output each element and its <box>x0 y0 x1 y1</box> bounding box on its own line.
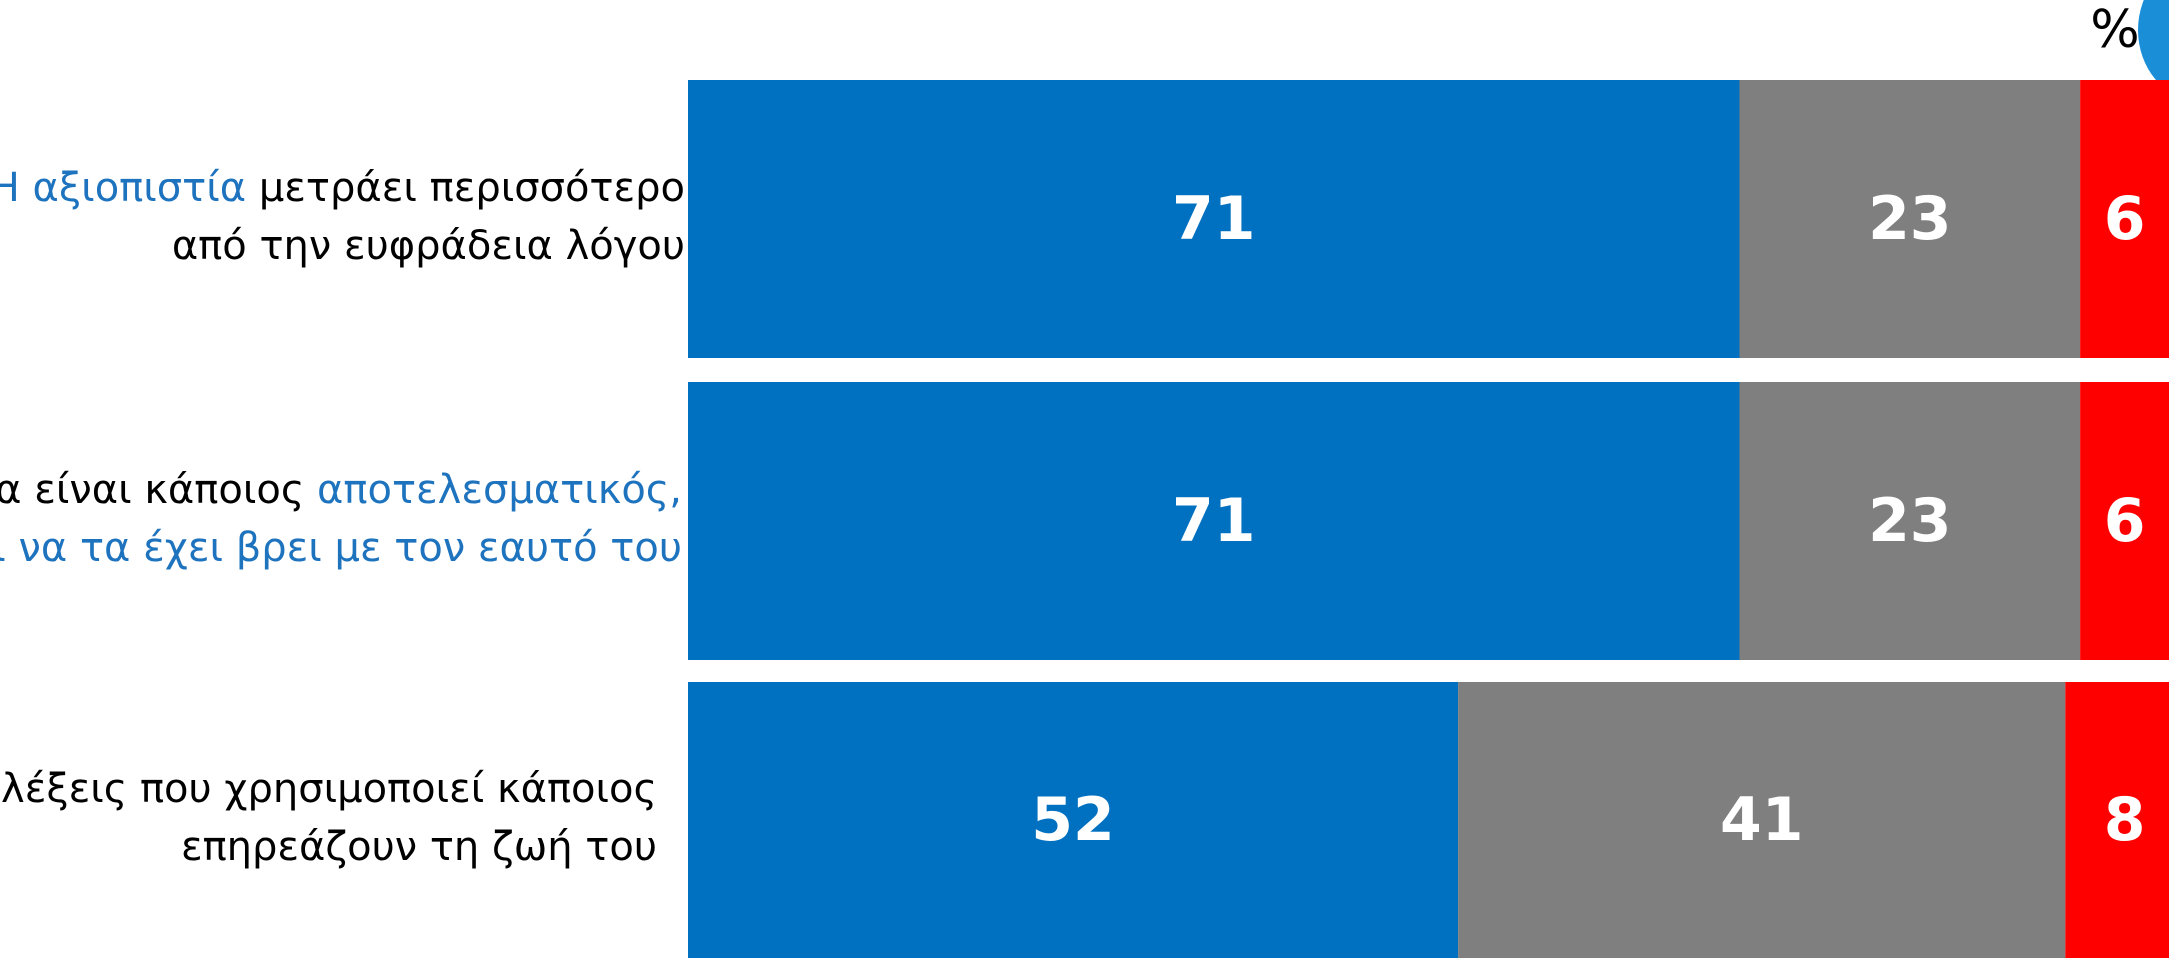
row-label-1-line-1: Η αξιοπιστία μετράει περισσότερο <box>0 159 685 217</box>
data-label-row1-series3: 6 <box>2104 184 2146 254</box>
label-segment: αποτελεσματικός, <box>317 467 682 513</box>
row-label-2-line-1: να είναι κάποιος αποτελεσματικός, <box>0 461 682 519</box>
bar-segment-row3-series3 <box>2065 682 2169 958</box>
label-segment: μετράει περισσότερο <box>246 165 685 211</box>
data-label-row2-series2: 23 <box>1868 486 1952 556</box>
label-segment: επηρεάζουν τη ζωή του <box>180 824 657 870</box>
data-label-row2-series3: 6 <box>2104 486 2146 556</box>
data-label-row2-series1: 71 <box>1172 486 1256 556</box>
bar-segment-row2-series3 <box>2080 382 2169 660</box>
label-segment: από την ευφράδεια λόγου <box>171 223 685 269</box>
label-segment: να είναι κάποιος <box>0 467 318 513</box>
data-label-row3-series1: 52 <box>1031 785 1115 855</box>
bar-segment-row1-series2 <box>1739 80 2081 358</box>
label-segment: ι λέξεις που χρησιμοποιεί κάποιος <box>0 766 657 812</box>
bar-segment-row2-series1 <box>688 382 1740 660</box>
bar-segment-row3-series2 <box>1458 682 2066 958</box>
bar-segment-row3-series1 <box>688 682 1459 958</box>
data-label-row1-series1: 71 <box>1172 184 1256 254</box>
data-label-row3-series2: 41 <box>1720 785 1804 855</box>
bar-segment-row1-series1 <box>688 80 1740 358</box>
row-label-1-line-2: από την ευφράδεια λόγου <box>172 217 685 275</box>
data-label-row1-series2: 23 <box>1868 184 1952 254</box>
data-label-row3-series3: 8 <box>2104 785 2146 855</box>
row-label-1: Η αξιοπιστία μετράει περισσότερο από την … <box>0 159 685 359</box>
label-segment: Η αξιοπιστία <box>0 165 247 211</box>
row-label-2-line-2: ει να τα έχει βρει με τον εαυτό του <box>0 519 682 577</box>
row-label-2: να είναι κάποιος αποτελεσματικός, ει να τ… <box>0 461 682 661</box>
row-label-3-line-1: ι λέξεις που χρησιμοποιεί κάποιος <box>0 760 657 818</box>
label-segment: ει να τα έχει βρει με τον εαυτό του <box>0 525 682 571</box>
row-label-3: ι λέξεις που χρησιμοποιεί κάποιος επηρεάζ… <box>0 760 657 960</box>
percent-unit-label: % <box>2090 0 2140 60</box>
bar-segment-row1-series3 <box>2080 80 2169 358</box>
row-label-3-line-2: επηρεάζουν τη ζωή του <box>181 818 657 876</box>
bar-segment-row2-series2 <box>1739 382 2081 660</box>
